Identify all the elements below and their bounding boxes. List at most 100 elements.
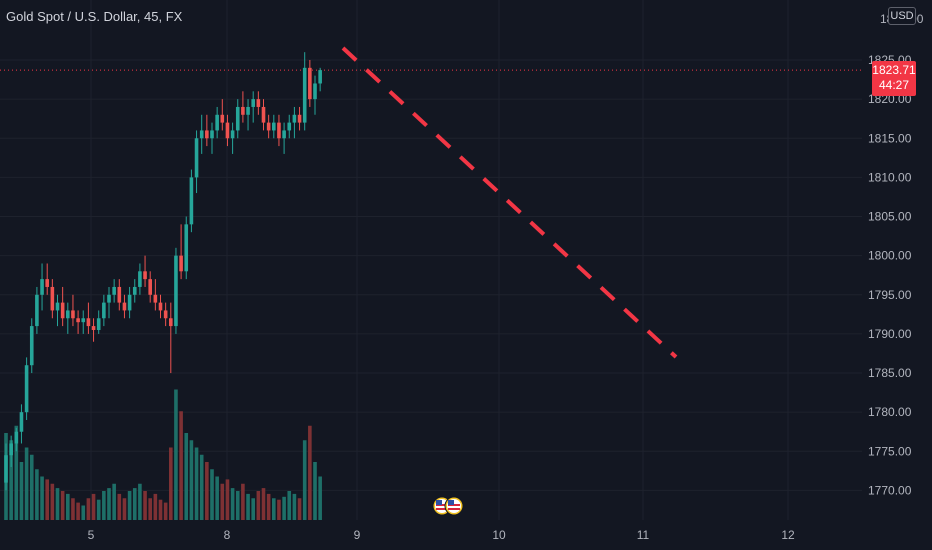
volume-bar xyxy=(179,411,183,520)
volume-bar xyxy=(174,389,178,520)
candle-body xyxy=(4,455,8,483)
candle-body xyxy=(230,130,235,139)
volume-bar xyxy=(308,425,312,520)
price-tick-label: 1780.00 xyxy=(868,405,912,419)
candle-body xyxy=(117,286,122,303)
volume-bar xyxy=(292,493,297,520)
flag-stripe xyxy=(448,508,460,510)
volume-bar xyxy=(241,483,245,520)
candle-body xyxy=(19,412,24,432)
time-axis[interactable]: 5 8 9 10 11 12 xyxy=(0,520,862,550)
volume-bar xyxy=(261,488,266,520)
candle-body xyxy=(246,106,250,115)
volume-bar xyxy=(282,496,286,520)
volume-bar xyxy=(189,440,194,520)
us-flag-icon[interactable] xyxy=(444,496,464,516)
volume-bar xyxy=(66,493,70,520)
candle-body xyxy=(302,67,307,123)
candle-body xyxy=(148,279,152,295)
volume-bar xyxy=(184,433,189,520)
volume-bar xyxy=(9,440,13,520)
volume-bar xyxy=(163,502,168,520)
flag-canton xyxy=(448,500,454,505)
volume-bar xyxy=(318,476,322,520)
volume-bar xyxy=(138,483,142,520)
volume-bar xyxy=(76,502,80,520)
candle-body xyxy=(158,302,163,311)
grid xyxy=(0,0,862,520)
volume-bar xyxy=(148,498,152,520)
candle-body xyxy=(55,302,60,311)
volume-bar xyxy=(256,491,261,520)
volume-bar xyxy=(143,491,147,520)
symbol-title[interactable]: Gold Spot / U.S. Dollar, 45, FX xyxy=(6,9,183,24)
flag-canton xyxy=(436,500,442,505)
candle-body xyxy=(292,114,297,123)
volume-bar xyxy=(210,469,214,520)
forecast-dashed-line[interactable] xyxy=(341,46,678,359)
price-tick-label: 1800.00 xyxy=(868,249,912,263)
time-tick-label: 5 xyxy=(88,528,95,542)
candle-body xyxy=(174,255,178,327)
volume-bar xyxy=(122,498,127,520)
volume-bar xyxy=(169,447,173,520)
time-tick-label: 10 xyxy=(492,528,506,542)
candle-body xyxy=(184,224,189,272)
candle-body xyxy=(81,318,86,323)
volume-bar xyxy=(45,479,49,520)
volume-bar xyxy=(199,454,204,520)
candle-body xyxy=(60,302,65,319)
candle-body xyxy=(143,271,147,280)
time-axis-background xyxy=(0,520,862,550)
candle-body xyxy=(71,310,75,319)
candle-body xyxy=(313,83,317,100)
candle-body xyxy=(282,130,286,139)
candle-body xyxy=(29,326,34,366)
volume-bar xyxy=(235,491,240,520)
forecast-trend-line[interactable] xyxy=(341,46,678,359)
volume-bar xyxy=(215,476,219,520)
candle-body xyxy=(102,302,106,319)
candle-body xyxy=(153,294,158,303)
candle-body xyxy=(112,286,116,295)
candle-body xyxy=(24,365,29,413)
candle-body xyxy=(169,318,173,327)
volume-bar xyxy=(302,440,307,520)
candlesticks xyxy=(4,52,322,491)
volume-bar xyxy=(194,447,199,520)
price-tick-label: 1790.00 xyxy=(868,327,912,341)
currency-button[interactable]: USD xyxy=(888,7,916,25)
volume-bar xyxy=(313,462,317,520)
volume-bar xyxy=(225,479,230,520)
volume-bar xyxy=(127,491,132,520)
candle-body xyxy=(132,286,137,295)
candle-body xyxy=(96,318,101,330)
candle-body xyxy=(45,279,49,287)
volume-bar xyxy=(40,476,44,520)
candle-body xyxy=(297,114,302,123)
candle-body xyxy=(66,310,70,319)
price-tick-label: 1770.00 xyxy=(868,483,912,497)
volume-bar xyxy=(50,483,55,520)
candle-body xyxy=(163,310,168,319)
candle-body xyxy=(35,294,39,327)
candle-body xyxy=(179,255,183,272)
price-tick-label: 1795.00 xyxy=(868,288,912,302)
volume-bar xyxy=(29,454,34,520)
candle-body xyxy=(14,431,19,444)
candle-body xyxy=(266,122,271,131)
candle-body xyxy=(127,294,132,311)
volume-bar xyxy=(277,499,281,520)
candle-body xyxy=(91,326,96,330)
candle-body xyxy=(86,318,91,327)
volume-bar xyxy=(297,498,302,520)
time-tick-label: 11 xyxy=(637,528,650,542)
volume-bar xyxy=(102,491,106,520)
candle-body xyxy=(205,130,209,139)
candle-body xyxy=(40,279,44,295)
economic-events[interactable] xyxy=(432,496,464,516)
volume-bar xyxy=(220,483,225,520)
price-tick-label: 1815.00 xyxy=(868,131,912,145)
